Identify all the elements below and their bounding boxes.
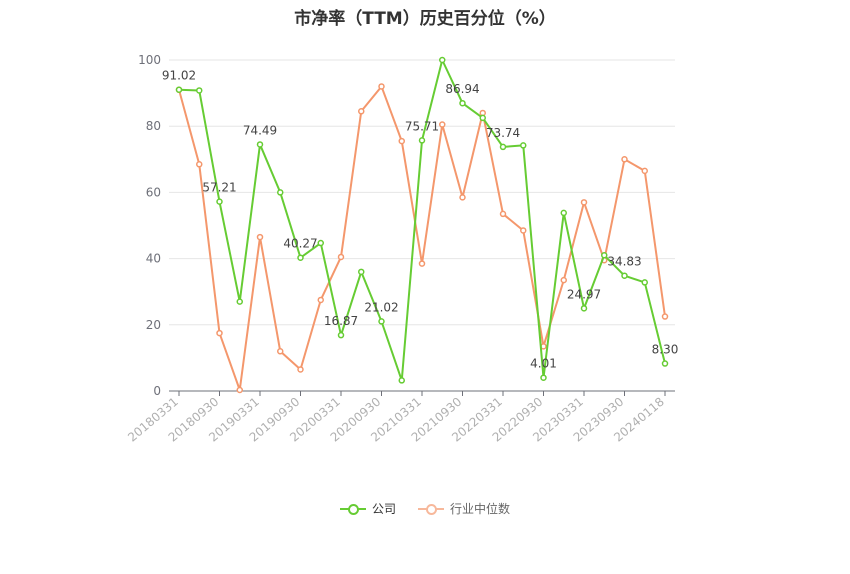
data-point-industry-median xyxy=(398,137,405,145)
data-point-industry-median xyxy=(256,233,264,241)
data-point-company xyxy=(540,374,547,381)
legend: 公司 行业中位数 xyxy=(0,500,850,517)
data-point-company xyxy=(580,305,588,312)
legend-label-company: 公司 xyxy=(371,502,396,516)
data-point-industry-median xyxy=(236,386,243,394)
data-point-industry-median xyxy=(337,253,345,261)
data-point-industry-median xyxy=(196,161,203,168)
data-point-company xyxy=(236,298,243,305)
data-point-industry-median xyxy=(378,83,385,90)
data-point-company xyxy=(601,252,608,259)
data-point-company xyxy=(479,114,486,122)
data-label: 16.87 xyxy=(324,314,358,328)
data-label: 86.94 xyxy=(445,82,479,96)
data-label: 91.02 xyxy=(162,69,196,83)
data-point-company xyxy=(418,137,426,144)
data-point-company xyxy=(196,87,203,94)
data-point-company xyxy=(621,272,628,279)
data-point-company xyxy=(378,318,385,325)
data-label: 74.49 xyxy=(243,123,277,137)
legend-marker-company xyxy=(339,503,366,515)
data-point-industry-median xyxy=(297,366,304,373)
data-label: 8.30 xyxy=(652,343,679,357)
y-tick-label: 40 xyxy=(146,252,161,266)
legend-label-industry-median: 行业中位数 xyxy=(450,502,511,516)
y-tick-label: 80 xyxy=(146,119,161,133)
data-point-industry-median xyxy=(277,348,284,355)
data-point-company xyxy=(175,86,183,93)
data-point-industry-median xyxy=(459,194,466,201)
data-point-industry-median xyxy=(317,296,324,304)
x-axis: 2018033120180930201903312019093020200331… xyxy=(125,390,675,445)
data-label: 57.21 xyxy=(202,181,236,195)
data-point-industry-median xyxy=(560,276,567,284)
data-point-company xyxy=(641,279,648,286)
data-label: 4.01 xyxy=(530,357,557,371)
legend-item-company[interactable]: 公司 xyxy=(339,500,396,517)
data-point-industry-median xyxy=(499,210,507,218)
data-point-company xyxy=(661,360,669,367)
legend-item-industry-median[interactable]: 行业中位数 xyxy=(418,500,510,517)
data-label: 34.83 xyxy=(607,255,641,269)
data-point-company xyxy=(297,254,304,261)
y-axis-tick-labels: 0 20 40 60 80 100 xyxy=(138,53,161,398)
data-point-company xyxy=(256,141,264,148)
data-point-company xyxy=(560,209,567,217)
legend-marker-industry-median xyxy=(418,503,444,515)
y-tick-label: 60 xyxy=(146,185,161,199)
data-point-company xyxy=(358,268,365,276)
data-point-company xyxy=(459,99,466,107)
data-point-company xyxy=(216,198,223,205)
series-group xyxy=(175,56,669,394)
data-label: 21.02 xyxy=(364,300,398,314)
y-tick-label: 0 xyxy=(153,384,161,398)
data-point-company xyxy=(337,331,345,339)
data-label: 73.74 xyxy=(486,126,520,140)
data-point-industry-median xyxy=(358,108,365,115)
data-point-company xyxy=(520,142,527,149)
data-label: 75.71 xyxy=(405,119,439,133)
data-label: 24.97 xyxy=(567,287,601,301)
data-point-industry-median xyxy=(621,156,628,163)
data-point-industry-median xyxy=(661,313,669,320)
data-labels: 91.02 57.21 74.49 40.27 16.87 21.02 75.71 86.94… xyxy=(162,69,679,371)
data-point-industry-median xyxy=(418,260,426,267)
data-point-company xyxy=(277,189,284,196)
y-tick-label: 100 xyxy=(138,53,161,67)
data-point-industry-median xyxy=(580,199,588,206)
data-point-company xyxy=(317,239,324,247)
y-tick-label: 20 xyxy=(146,318,161,332)
data-point-industry-median xyxy=(520,227,527,234)
data-point-industry-median xyxy=(641,167,648,175)
data-point-industry-median xyxy=(216,329,223,337)
data-point-company xyxy=(398,377,405,384)
series-line-company xyxy=(178,59,666,382)
data-point-company xyxy=(439,56,446,64)
chart-title: 市净率（TTM）历史百分位（%） xyxy=(294,9,556,29)
data-point-industry-median xyxy=(439,121,446,128)
grid-lines xyxy=(169,59,675,326)
data-label: 40.27 xyxy=(283,237,317,251)
data-point-company xyxy=(499,143,507,151)
